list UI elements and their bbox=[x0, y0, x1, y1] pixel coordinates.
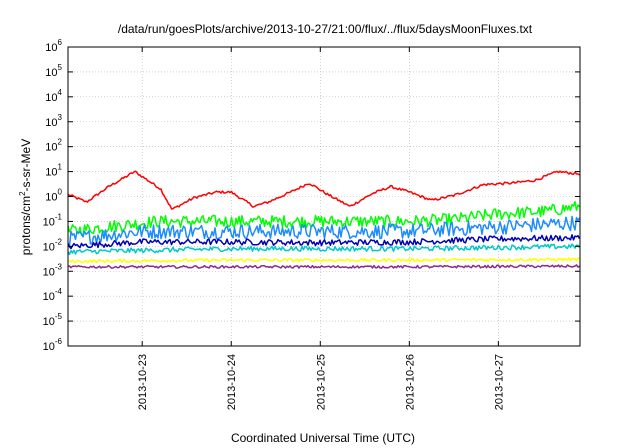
x-tick-label: 2013-10-23 bbox=[137, 354, 149, 410]
y-tick-label: 10-2 bbox=[43, 237, 63, 253]
y-axis-ticks: 10-6 10-5 10-4 10-3 10-2 10-1 100 101 102 103 104 1… bbox=[43, 38, 580, 353]
x-tick-label: 2013-10-24 bbox=[226, 354, 238, 410]
series-line-5 bbox=[67, 243, 581, 256]
series-line-6 bbox=[67, 257, 580, 264]
y-tick-label: 104 bbox=[45, 88, 62, 104]
x-axis-label: Coordinated Universal Time (UTC) bbox=[231, 431, 415, 445]
y-tick-label: 10-4 bbox=[43, 287, 63, 303]
grid-lines bbox=[68, 47, 580, 346]
chart-title: /data/run/goesPlots/archive/2013-10-27/2… bbox=[118, 22, 533, 36]
series-line-2 bbox=[67, 200, 581, 237]
y-tick-label: 10-1 bbox=[43, 212, 63, 228]
series-line-1 bbox=[67, 170, 580, 210]
y-tick-label: 102 bbox=[45, 138, 62, 154]
y-tick-label: 10-5 bbox=[43, 312, 63, 328]
y-tick-label: 106 bbox=[45, 38, 62, 54]
y-tick-label: 10-6 bbox=[43, 337, 63, 353]
x-tick-label: 2013-10-25 bbox=[315, 354, 327, 410]
series-group bbox=[67, 170, 581, 269]
y-tick-label: 105 bbox=[45, 63, 62, 79]
y-tick-label: 101 bbox=[45, 163, 62, 179]
x-axis-ticks: 2013-10-23 2013-10-24 2013-10-25 2013-10-26… bbox=[137, 47, 505, 410]
series-line-4 bbox=[67, 234, 581, 250]
y-tick-label: 100 bbox=[45, 188, 62, 204]
y-tick-label: 103 bbox=[45, 113, 62, 129]
series-line-7 bbox=[67, 264, 580, 269]
x-tick-label: 2013-10-26 bbox=[404, 354, 416, 410]
series-line-3 bbox=[67, 215, 581, 247]
y-tick-label: 10-3 bbox=[43, 262, 63, 278]
y-axis-label: protons/cm2-s-sr-MeV bbox=[18, 139, 33, 255]
x-tick-label: 2013-10-27 bbox=[493, 354, 505, 410]
